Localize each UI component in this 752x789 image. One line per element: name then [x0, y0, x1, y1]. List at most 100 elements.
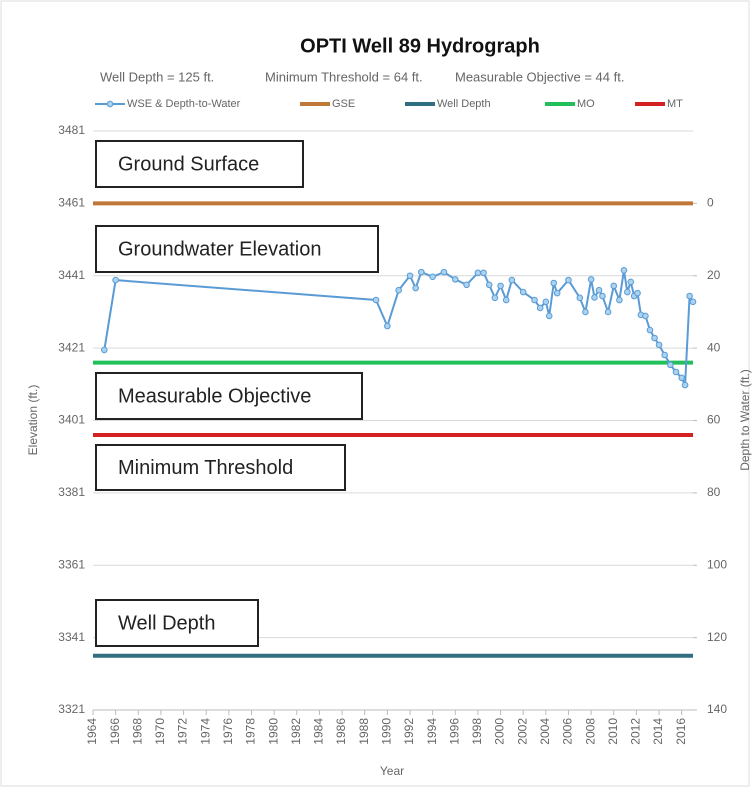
subtitle: Minimum Threshold = 64 ft.	[265, 69, 423, 84]
annotation-box	[95, 599, 259, 647]
subtitle: Well Depth = 125 ft.	[100, 69, 214, 84]
annotation: Minimum Threshold	[118, 457, 293, 479]
data-point	[651, 334, 658, 342]
x-tick-label: 1966	[108, 718, 122, 745]
y-tick-label: 3321	[58, 702, 85, 716]
data-point	[550, 279, 558, 287]
data-point	[536, 304, 544, 312]
annotation-box	[95, 444, 346, 491]
x-tick-label: 2008	[583, 718, 597, 745]
data-point	[418, 268, 425, 276]
data-point	[667, 361, 674, 369]
y-tick-label: 3401	[58, 413, 85, 427]
y-tick-label: 3421	[58, 340, 85, 354]
data-point	[595, 286, 603, 294]
data-point	[502, 296, 510, 304]
legend-marker	[106, 100, 114, 108]
x-tick-label: 1968	[130, 718, 144, 745]
data-point	[101, 346, 108, 354]
y2-tick-label: 140	[707, 702, 727, 716]
x-tick-label: 1972	[176, 718, 190, 745]
data-point	[553, 289, 561, 297]
annotation-box	[95, 225, 379, 273]
data-point	[531, 296, 538, 304]
annotation-box	[95, 140, 304, 188]
annotation-box	[95, 372, 363, 420]
x-tick-label: 2014	[651, 718, 665, 745]
x-tick-label: 1976	[221, 718, 235, 745]
data-point	[112, 276, 119, 284]
annotation: Ground Surface	[118, 153, 259, 175]
y-tick-label: 3441	[58, 268, 85, 282]
y2-tick-label: 120	[707, 630, 727, 644]
data-point	[406, 272, 414, 280]
x-tick-label: 1964	[85, 718, 99, 745]
x-tick-label: 2016	[674, 718, 688, 745]
y2-tick-label: 0	[707, 196, 714, 210]
data-point	[440, 268, 448, 276]
y2-tick-label: 80	[707, 485, 721, 499]
x-tick-label: 1992	[402, 718, 416, 745]
data-point	[545, 312, 553, 320]
data-point	[591, 294, 598, 301]
data-point	[497, 282, 504, 290]
data-point	[587, 276, 595, 283]
x-tick-label: 1984	[312, 718, 326, 745]
y2-tick-label: 60	[707, 413, 721, 427]
data-point	[599, 292, 606, 300]
data-point	[491, 294, 499, 302]
chart-title: OPTI Well 89 Hydrograph	[300, 35, 540, 57]
x-tick-label: 1982	[289, 718, 303, 745]
x-tick-label: 2012	[629, 718, 643, 745]
x-axis-label: Year	[380, 764, 404, 778]
data-point	[582, 308, 589, 316]
legend-label: MO	[577, 98, 595, 110]
x-tick-label: 2000	[493, 718, 507, 745]
y-tick-label: 3361	[58, 557, 85, 571]
data-point	[616, 296, 623, 304]
annotation: Well Depth	[118, 612, 215, 634]
y-tick-label: 3381	[58, 485, 85, 499]
y-tick-label: 3461	[58, 196, 85, 210]
y2-tick-label: 40	[707, 340, 721, 354]
x-tick-label: 2006	[561, 718, 575, 745]
data-point	[646, 326, 654, 334]
data-point	[661, 351, 668, 359]
data-point	[480, 269, 487, 277]
data-point	[519, 288, 527, 296]
y2-tick-label: 100	[707, 557, 727, 571]
data-point	[485, 281, 493, 289]
data-point	[634, 289, 641, 297]
x-tick-label: 1978	[244, 718, 258, 745]
data-point	[681, 381, 689, 389]
x-tick-label: 2010	[606, 718, 620, 745]
data-point	[686, 292, 693, 300]
data-point	[474, 269, 482, 277]
x-tick-label: 1988	[357, 718, 371, 745]
data-point	[508, 276, 516, 284]
data-point	[565, 276, 572, 284]
legend-label: Well Depth	[437, 98, 491, 110]
data-point	[689, 298, 697, 306]
legend-label: WSE & Depth-to-Water	[127, 98, 241, 110]
data-point	[620, 267, 628, 274]
data-point	[642, 312, 649, 320]
y-axis-label: Elevation (ft.)	[26, 385, 40, 456]
x-tick-label: 2004	[538, 718, 552, 745]
data-point	[429, 273, 436, 281]
x-tick-label: 1996	[447, 718, 461, 745]
data-point	[627, 278, 635, 286]
data-point	[412, 284, 419, 292]
data-point	[372, 296, 380, 304]
x-tick-label: 1994	[425, 718, 439, 745]
data-point	[678, 374, 685, 382]
x-tick-label: 1998	[470, 718, 484, 745]
data-point	[542, 298, 550, 306]
y-tick-label: 3481	[58, 123, 85, 137]
data-point	[576, 294, 584, 302]
x-tick-label: 1970	[153, 718, 167, 745]
data-point	[610, 282, 618, 290]
x-tick-label: 1986	[334, 718, 348, 745]
subtitle: Measurable Objective = 44 ft.	[455, 69, 624, 84]
